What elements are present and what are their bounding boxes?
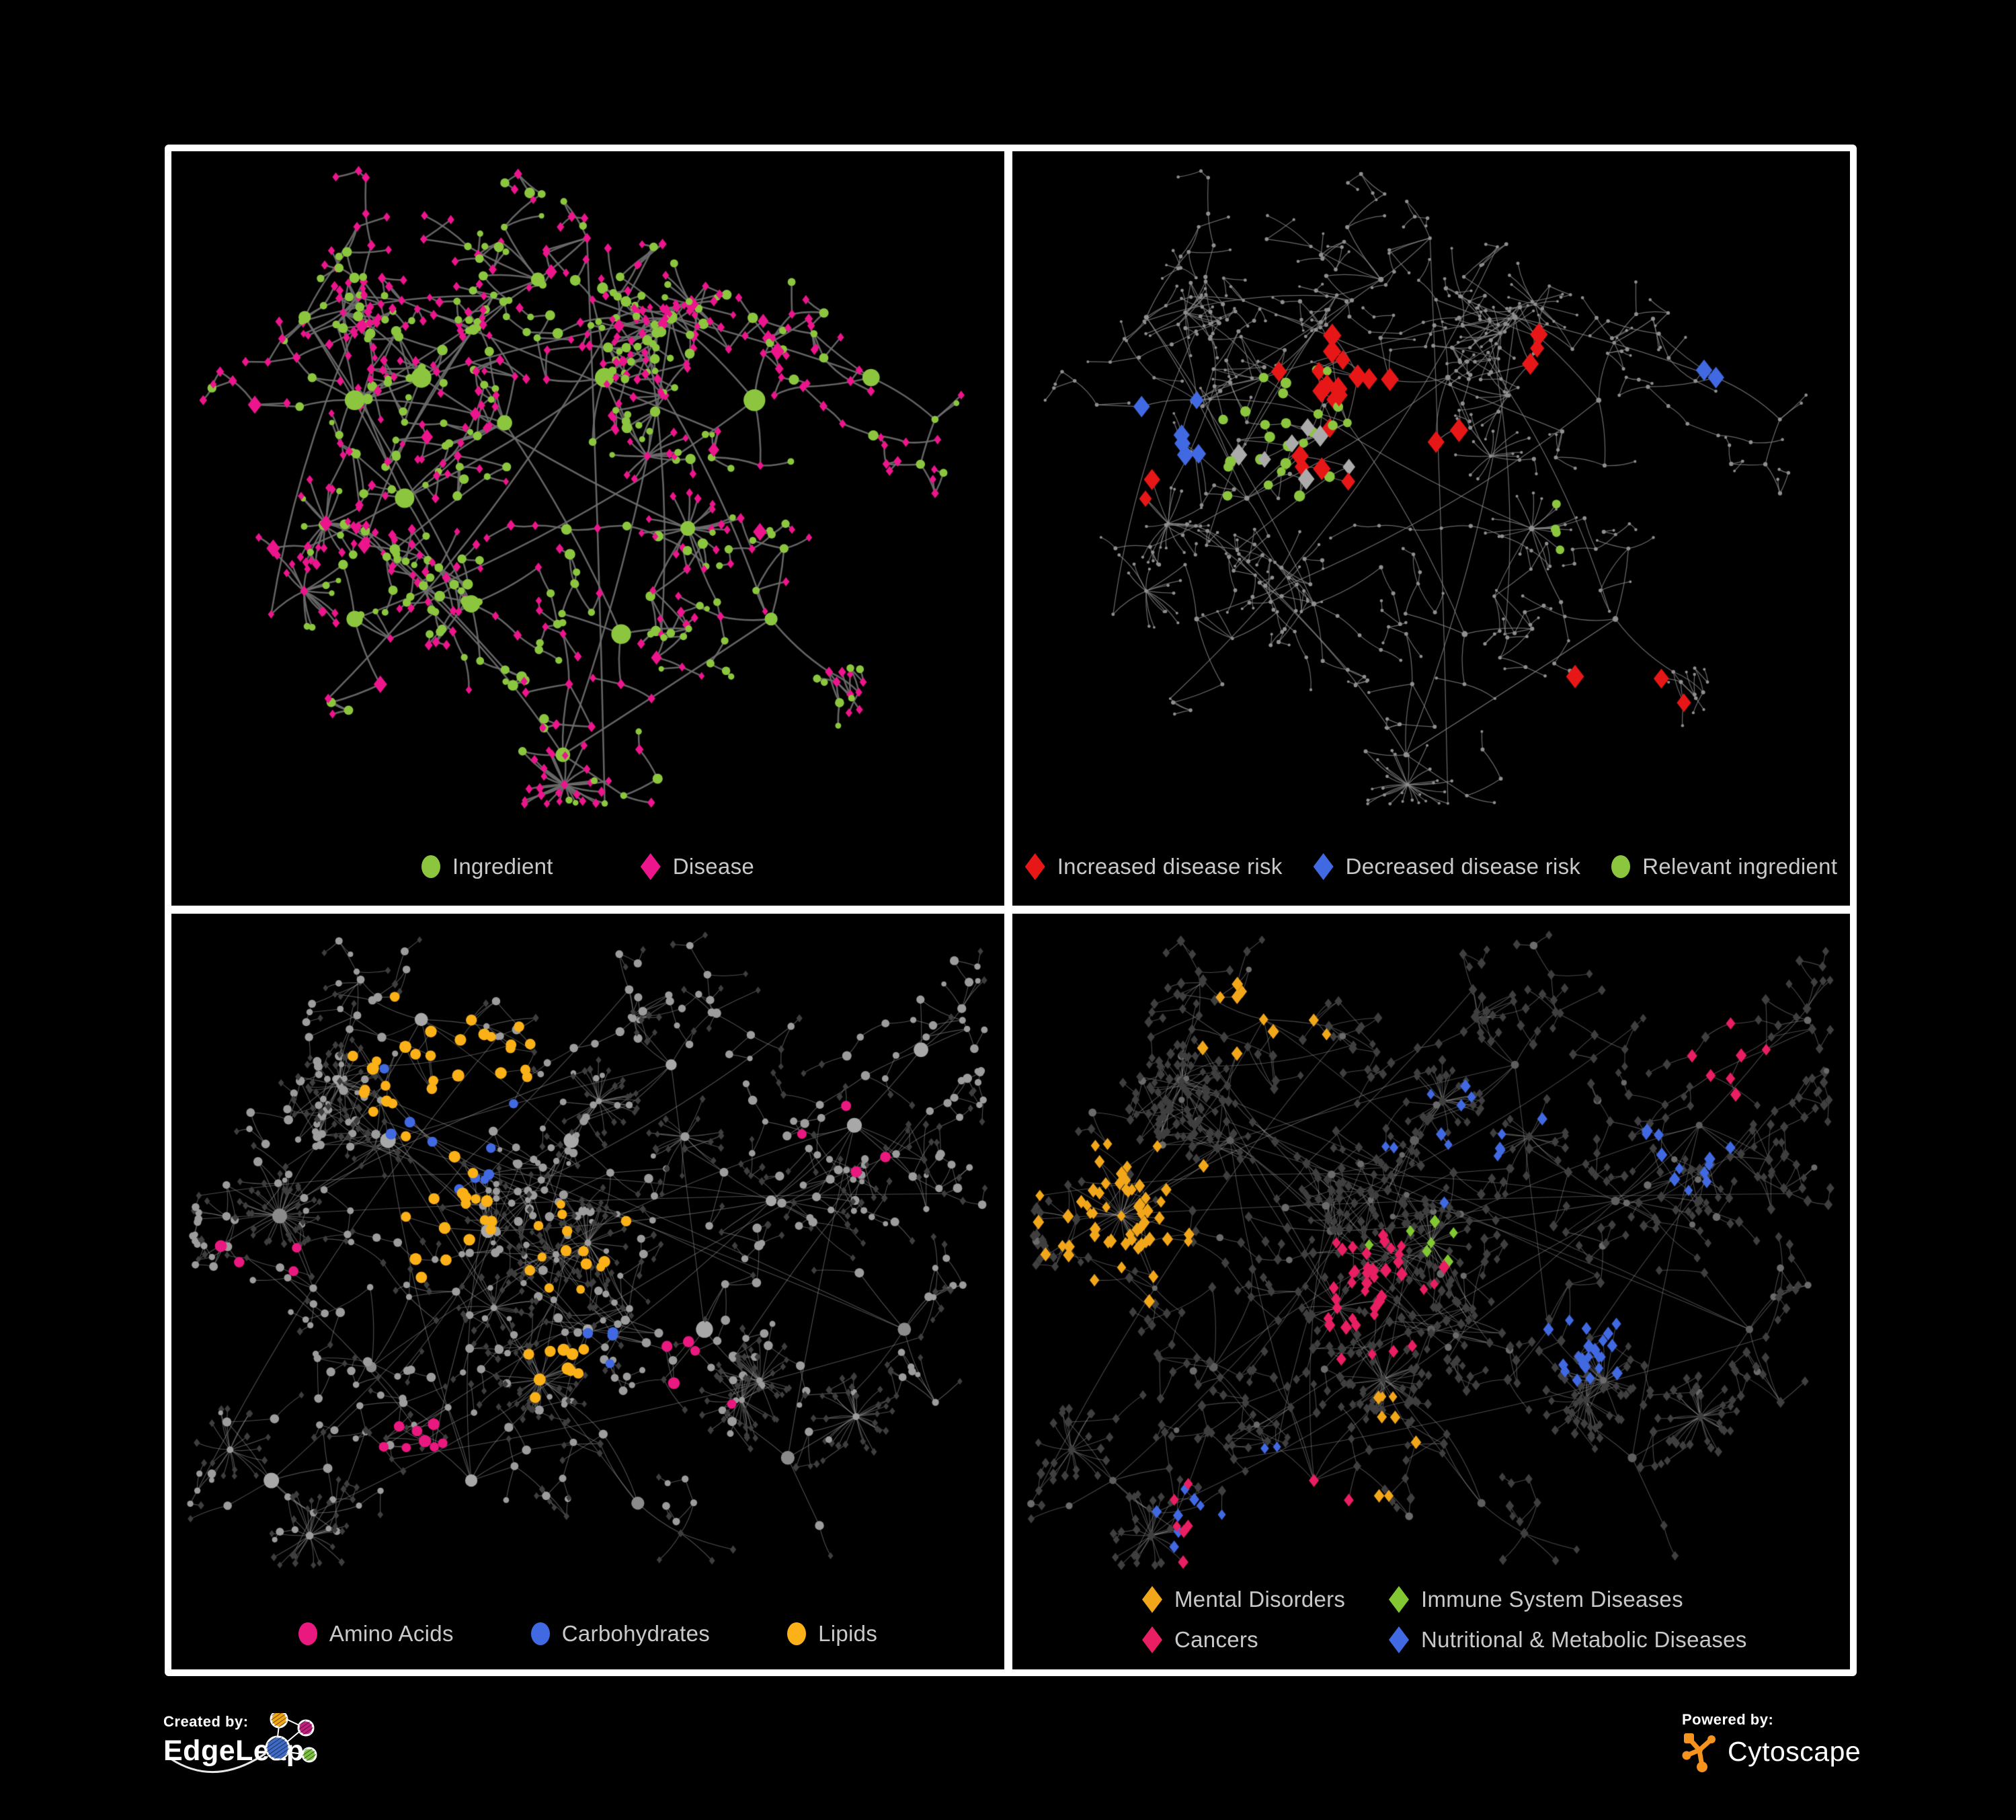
ingredient-marker-icon	[421, 855, 440, 878]
immune-diseases-marker-icon	[1389, 1586, 1409, 1613]
legend-label: Amino Acids	[329, 1621, 454, 1646]
legend-disease-classes: Mental Disorders Immune System Diseases …	[1012, 1586, 1850, 1653]
legend-item: Amino Acids	[298, 1621, 454, 1647]
legend-label: Carbohydrates	[561, 1621, 711, 1646]
legend-item: Decreased disease risk	[1313, 853, 1581, 880]
legend-item: Nutritional & Metabolic Diseases	[1389, 1626, 1747, 1653]
legend-label: Cancers	[1174, 1627, 1258, 1652]
panel-disease-risk-network: Increased disease risk Decreased disease…	[1012, 151, 1850, 906]
legend-label: Relevant ingredient	[1642, 854, 1838, 879]
panel-disease-classes-network: Mental Disorders Immune System Diseases …	[1012, 914, 1850, 1669]
legend-item: Carbohydrates	[530, 1621, 711, 1647]
legend-label: Immune System Diseases	[1421, 1587, 1683, 1612]
mental-disorders-marker-icon	[1142, 1586, 1162, 1613]
relevant-ingredient-marker-icon	[1611, 855, 1631, 878]
legend-label: Decreased disease risk	[1345, 854, 1581, 879]
legend-label: Ingredient	[452, 854, 553, 879]
legend-label: Increased disease risk	[1057, 854, 1283, 879]
cytoscape-brand-text: Cytoscape	[1728, 1735, 1861, 1767]
carbohydrates-marker-icon	[530, 1622, 550, 1645]
decreased-risk-marker-icon	[1313, 853, 1334, 880]
legend-label: Disease	[672, 854, 755, 879]
legend-ingredient-disease: Ingredient Disease	[171, 853, 1004, 880]
amino-acids-marker-icon	[298, 1622, 317, 1645]
nutritional-metabolic-marker-icon	[1389, 1626, 1409, 1653]
legend-item: Ingredient	[421, 854, 553, 879]
legend-label: Nutritional & Metabolic Diseases	[1421, 1627, 1747, 1652]
created-by-label: Created by:	[163, 1713, 249, 1730]
cancers-marker-icon	[1142, 1626, 1162, 1653]
powered-by-label: Powered by:	[1682, 1711, 1774, 1728]
legend-item: Increased disease risk	[1024, 853, 1283, 880]
legend-label: Lipids	[818, 1621, 878, 1646]
network-graph-disease-risk	[1012, 151, 1850, 906]
powered-by-block: Powered by: Cytoscape	[1682, 1711, 1897, 1792]
lipids-marker-icon	[787, 1622, 807, 1645]
legend-item: Immune System Diseases	[1389, 1586, 1747, 1613]
legend-label: Mental Disorders	[1174, 1587, 1346, 1612]
disease-marker-icon	[640, 853, 661, 880]
cytoscape-logo-icon	[1682, 1733, 1716, 1772]
increased-risk-marker-icon	[1024, 853, 1045, 880]
network-graph-disease-classes	[1012, 914, 1850, 1669]
network-graph-nutrient-classes	[171, 914, 1004, 1669]
panel-ingredient-disease-network: Ingredient Disease	[171, 151, 1004, 906]
quad-panel-frame: Ingredient Disease Increased disease ris…	[165, 145, 1857, 1676]
legend-item: Relevant ingredient	[1611, 854, 1837, 879]
created-by-block: Created by: EdgeLeap	[163, 1713, 452, 1820]
legend-item: Cancers	[1142, 1626, 1389, 1653]
legend-disease-risk: Increased disease risk Decreased disease…	[1012, 853, 1850, 880]
legend-item: Disease	[640, 853, 755, 880]
edgeleap-logo-icon	[168, 1713, 317, 1774]
legend-item: Mental Disorders	[1142, 1586, 1389, 1613]
panel-nutrient-classes-network: Amino Acids Carbohydrates Lipids	[171, 914, 1004, 1669]
legend-nutrient-classes: Amino Acids Carbohydrates Lipids	[171, 1621, 1004, 1647]
legend-item: Lipids	[787, 1621, 877, 1647]
network-graph-ingredient-disease	[171, 151, 1004, 906]
